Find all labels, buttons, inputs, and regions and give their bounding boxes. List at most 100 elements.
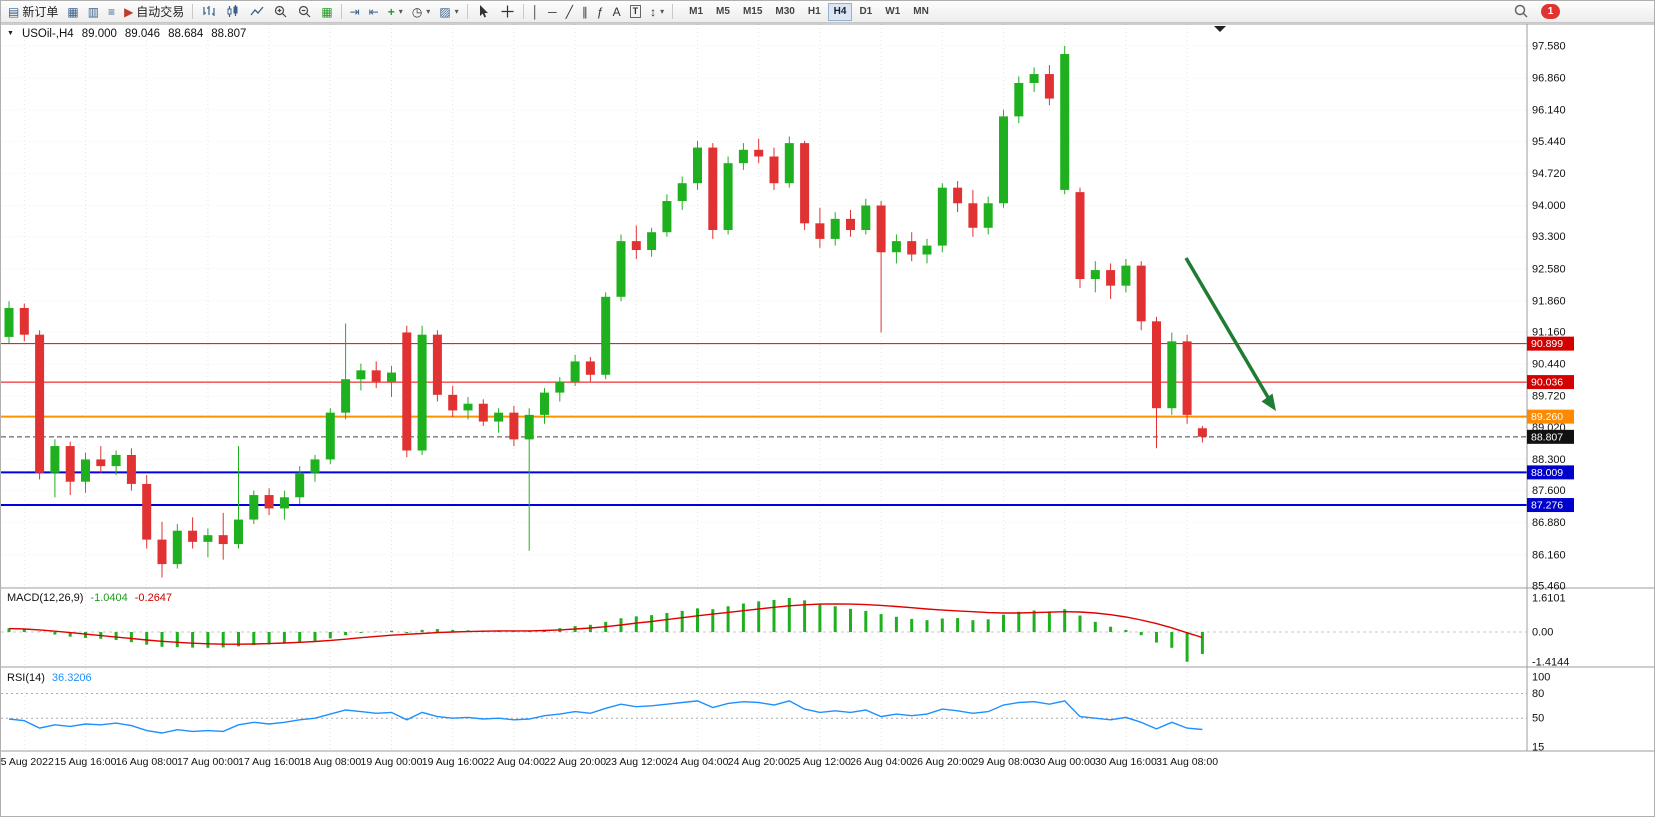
new-order-button[interactable]: ▤ 新订单 (4, 3, 62, 21)
price-tags: 90.899 90.036 89.260 88.807 88.009 87.276 (1527, 336, 1574, 513)
candle (1075, 192, 1085, 279)
candle (953, 187, 963, 204)
channel-tool[interactable]: ∥ (578, 3, 592, 21)
chart-shift-icon: ⇤ (368, 4, 379, 19)
arrows-icon: ↕ (650, 4, 657, 19)
price-tick-label: 89.720 (1532, 391, 1566, 403)
timeframe-mn-button[interactable]: MN (907, 3, 935, 21)
tile-windows-button[interactable]: ▦ (317, 3, 336, 21)
price-tick-label: 93.300 (1532, 231, 1566, 243)
rsi-scale-label: 50 (1532, 713, 1544, 725)
text-label-tool[interactable]: T (626, 3, 646, 21)
candle (891, 241, 901, 253)
toolbar-separator (192, 4, 194, 19)
trend-arrow-annotation[interactable] (1184, 257, 1276, 411)
zoom-out-icon (299, 5, 311, 18)
candlestick-button[interactable] (221, 3, 244, 21)
price-tick-label: 87.600 (1532, 485, 1566, 497)
candle (448, 394, 458, 411)
time-label: 18 Aug 08:00 (299, 756, 361, 768)
bar-chart-button[interactable] (197, 3, 220, 21)
toolbar-separator (672, 4, 674, 19)
price-tag (1527, 336, 1574, 351)
vertical-line-tool[interactable]: │ (528, 3, 544, 21)
crosshair-button[interactable] (496, 3, 519, 21)
timeframe-h1-button[interactable]: H1 (802, 3, 827, 21)
macd-signal-line (8, 603, 1203, 645)
chart-area[interactable]: 97.580 96.860 96.140 95.440 94.720 94.000 93.3… (1, 22, 1655, 817)
fibonacci-icon: ƒ (596, 4, 604, 19)
candle (65, 446, 75, 482)
new-chart-button[interactable]: ▦ (63, 3, 82, 21)
arrows-tool[interactable]: ↕ ▾ (646, 3, 668, 21)
zoom-in-button[interactable] (269, 3, 292, 21)
candle (96, 459, 106, 467)
timeframe-group: M1 M5 M15 M30 H1 H4 D1 W1 MN (683, 2, 935, 21)
macd-name: MACD(12,26,9) (7, 592, 84, 604)
search-icon[interactable] (1513, 3, 1529, 19)
price-tick-label: 91.160 (1532, 327, 1566, 339)
timeframe-m30-button[interactable]: M30 (769, 3, 800, 21)
text-tool[interactable]: A (609, 3, 625, 21)
fibonacci-tool[interactable]: ƒ (593, 3, 608, 21)
candle (585, 361, 595, 375)
rsi-scale-label: 100 (1532, 672, 1550, 684)
templates-icon: ▨ (439, 4, 451, 19)
candle (631, 241, 641, 251)
time-label: 24 Aug 20:00 (728, 756, 790, 768)
auto-scroll-button[interactable]: ⇥ (346, 3, 364, 21)
svg-text:88.009: 88.009 (1531, 467, 1563, 479)
candle (983, 203, 993, 228)
dropdown-caret-icon: ▾ (398, 6, 403, 16)
svg-text:87.276: 87.276 (1531, 500, 1563, 512)
cursor-button[interactable] (472, 3, 495, 21)
channel-icon: ∥ (581, 4, 588, 19)
price-chart-svg[interactable]: 97.580 96.860 96.140 95.440 94.720 94.000 93.3… (1, 22, 1655, 817)
toolbar-separator (340, 4, 342, 19)
price-tick-label: 94.000 (1532, 200, 1566, 212)
trendline-tool[interactable]: ╱ (562, 3, 577, 21)
timeframe-w1-button[interactable]: W1 (879, 3, 906, 21)
zoom-out-button[interactable] (293, 3, 316, 21)
svg-text:90.036: 90.036 (1531, 377, 1563, 389)
timeframe-m1-button[interactable]: M1 (683, 3, 709, 21)
market-watch-button[interactable]: ≡ (104, 3, 119, 21)
timeframe-m15-button[interactable]: M15 (737, 3, 768, 21)
macd-scale-label: -1.4144 (1532, 656, 1569, 668)
line-chart-button[interactable] (245, 3, 268, 21)
time-label: 25 Aug 12:00 (789, 756, 851, 768)
time-label: 30 Aug 16:00 (1095, 756, 1157, 768)
tile-windows-icon: ▦ (321, 4, 333, 19)
chart-header: ▼ USOil-,H4 89.000 89.046 88.684 88.807 (7, 27, 246, 41)
timeframe-m5-button[interactable]: M5 (710, 3, 736, 21)
candle (310, 459, 320, 473)
horizontal-levels-layer[interactable] (1, 343, 1527, 507)
time-label: 26 Aug 20:00 (911, 756, 973, 768)
toolbar: ▤ 新订单 ▦ ▥ ≡ ▶ 自动交易 ▦ ⇥ ⇤ + ▾ (1, 1, 1654, 23)
autotrade-button[interactable]: ▶ 自动交易 (120, 3, 188, 21)
candle (1014, 82, 1024, 117)
rsi-value: 36.3206 (51, 672, 92, 684)
text-icon: A (612, 4, 621, 19)
candle (50, 446, 60, 473)
periods-dropdown[interactable]: ◷ ▾ (408, 3, 435, 21)
crosshair-icon (501, 5, 514, 18)
symbol-expand-icon[interactable]: ▼ (7, 30, 14, 37)
horizontal-line-tool[interactable]: ─ (544, 3, 561, 21)
candle (524, 414, 534, 440)
horizontal-line-icon: ─ (548, 4, 557, 19)
candle (249, 495, 259, 520)
templates-dropdown[interactable]: ▨ ▾ (435, 3, 462, 21)
notification-badge[interactable]: 1 (1541, 3, 1560, 19)
time-label: 15 Aug 2022 (1, 756, 54, 768)
candle (35, 334, 45, 473)
timeframe-d1-button[interactable]: D1 (853, 3, 878, 21)
indicators-dropdown[interactable]: + ▾ (384, 3, 407, 21)
profiles-button[interactable]: ▥ (84, 3, 103, 21)
candle (922, 245, 932, 255)
dropdown-caret-icon: ▾ (660, 6, 665, 16)
candle (968, 203, 978, 228)
chart-shift-button[interactable]: ⇤ (365, 3, 383, 21)
timeframe-h4-button[interactable]: H4 (827, 2, 853, 21)
